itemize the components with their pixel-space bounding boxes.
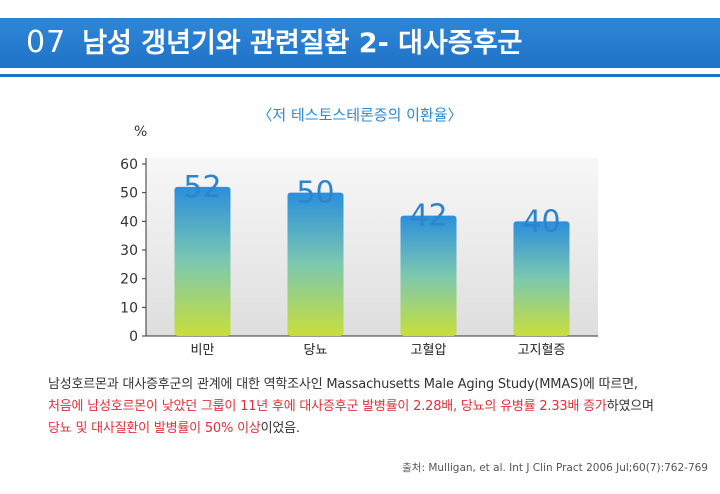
page-header: 07 남성 갱년기와 관련질환 2- 대사증후군 <box>0 0 720 78</box>
bar <box>513 221 570 336</box>
y-tick-label: 0 <box>129 329 138 345</box>
x-category-label: 당뇨 <box>304 343 328 358</box>
description: 남성호르몬과 대사증후군의 관계에 대한 역학조사인 Massachusetts… <box>48 374 708 440</box>
header-band <box>0 18 720 68</box>
x-category-label: 고혈압 <box>411 343 447 358</box>
section-title: 남성 갱년기와 관련질환 2- 대사증후군 <box>82 28 523 59</box>
bar <box>174 186 231 336</box>
y-tick-label: 20 <box>120 272 138 288</box>
y-tick-label: 50 <box>120 186 138 202</box>
y-tick-label: 10 <box>120 300 138 316</box>
bar <box>400 215 457 336</box>
bar <box>287 192 344 336</box>
bar-chart: 0 10 20 30 40 50 60 52 비만 50 당뇨 42 고혈압 40 고지혈증 <box>120 157 598 358</box>
description-line-3: 당뇨 및 대사질환이 발병률이 50% 이상이었음. <box>48 418 708 440</box>
bar-value-label: 50 <box>296 176 334 211</box>
description-tail-2: 이었음. <box>260 421 300 436</box>
header-underline <box>0 74 720 77</box>
bar-value-label: 42 <box>409 199 447 234</box>
description-tail-1: 하였으며 <box>606 399 654 414</box>
bar-value-label: 40 <box>522 204 560 239</box>
section-number: 07 <box>26 25 67 60</box>
description-highlight-2: 당뇨 및 대사질환이 발병률이 50% 이상 <box>48 421 261 436</box>
description-line-1: 남성호르몬과 대사증후군의 관계에 대한 역학조사인 Massachusetts… <box>48 377 638 392</box>
y-axis-unit: % <box>134 124 148 140</box>
page-title: 07 남성 갱년기와 관련질환 2- 대사증후군 <box>26 18 522 68</box>
description-highlight-1: 처음에 남성호르몬이 낮았던 그룹이 11년 후에 대사증후군 발병률이 2.2… <box>48 399 607 414</box>
description-line-2: 처음에 남성호르몬이 낮았던 그룹이 11년 후에 대사증후군 발병률이 2.2… <box>48 396 708 418</box>
y-tick-label: 60 <box>120 157 138 173</box>
source-citation: 출처: Mulligan, et al. Int J Clin Pract 20… <box>402 462 708 474</box>
bar-value-label: 52 <box>183 170 221 205</box>
y-tick-label: 30 <box>120 243 138 259</box>
chart-title: 〈저 테스토스테론증의 이환율〉 <box>257 106 463 124</box>
y-tick-label: 40 <box>120 214 138 230</box>
x-category-label: 비만 <box>191 343 215 358</box>
x-category-label: 고지혈증 <box>518 343 566 358</box>
